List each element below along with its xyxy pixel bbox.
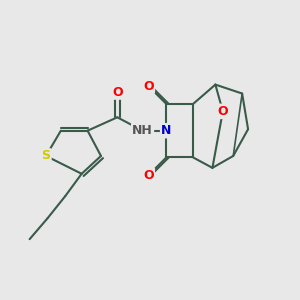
Text: O: O (143, 80, 154, 93)
Text: O: O (218, 105, 228, 118)
Text: O: O (112, 85, 123, 98)
Text: NH: NH (132, 124, 153, 137)
Text: S: S (41, 149, 50, 162)
Text: N: N (161, 124, 172, 137)
Text: O: O (143, 169, 154, 182)
